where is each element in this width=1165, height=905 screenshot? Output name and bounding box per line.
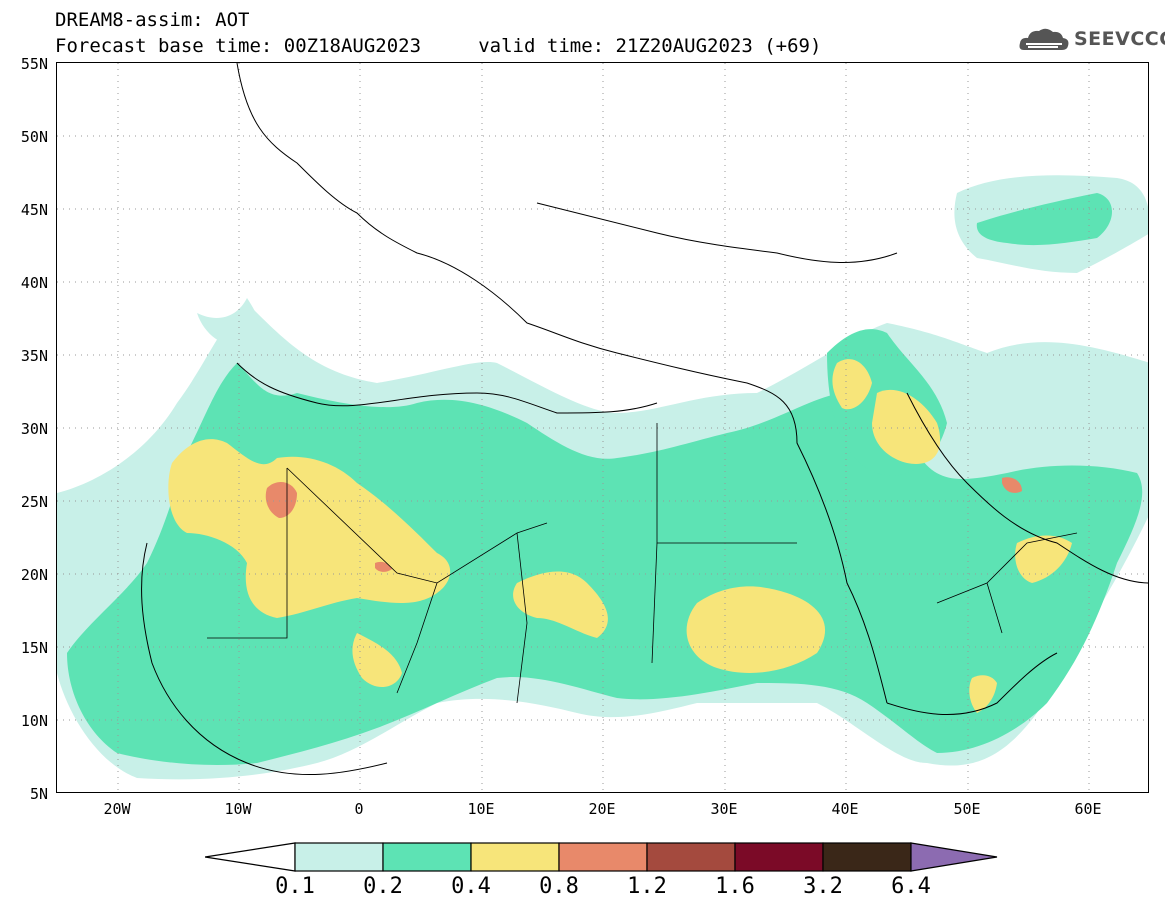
- country-borders: [207, 423, 1078, 704]
- colorbar-label: 0.8: [539, 874, 579, 899]
- colorbar-label: 3.2: [803, 874, 843, 899]
- colorbar-label: 0.1: [275, 874, 315, 899]
- colorbar-over-arrow: [910, 842, 998, 872]
- colorbar-label: 1.6: [715, 874, 755, 899]
- aot-map: [56, 62, 1149, 793]
- colorbar-under-arrow: [205, 842, 296, 872]
- lat-tick: 10N: [20, 712, 48, 730]
- seevccc-logo: SEEVCCC: [1018, 24, 1165, 56]
- cloud-logo-icon: [1019, 28, 1069, 50]
- lon-tick: 60E: [1074, 800, 1102, 818]
- colorbar-swatch: [646, 842, 736, 872]
- colorbar-label: 0.4: [451, 874, 491, 899]
- map-gridlines: [57, 63, 1148, 792]
- colorbar-label: 1.2: [627, 874, 667, 899]
- colorbar-swatch: [734, 842, 824, 872]
- lat-tick: 30N: [20, 420, 48, 438]
- colorbar-swatch: [558, 842, 648, 872]
- forecast-time-line: Forecast base time: 00Z18AUG2023 valid t…: [55, 35, 822, 57]
- lat-tick: 55N: [20, 55, 48, 73]
- lat-tick: 45N: [20, 201, 48, 219]
- lon-tick: 30E: [710, 800, 738, 818]
- lon-tick: 20W: [103, 800, 131, 818]
- coastlines: [141, 63, 1148, 775]
- lat-tick: 50N: [20, 128, 48, 146]
- lon-tick: 20E: [588, 800, 616, 818]
- colorbar-swatch: [382, 842, 472, 872]
- colorbar-swatch: [822, 842, 912, 872]
- colorbar-label: 0.2: [363, 874, 403, 899]
- lat-tick: 15N: [20, 639, 48, 657]
- lon-tick: 50E: [953, 800, 981, 818]
- colorbar-swatch: [470, 842, 560, 872]
- lat-tick: 25N: [20, 493, 48, 511]
- colorbar: [205, 842, 998, 872]
- lon-tick: 40E: [831, 800, 859, 818]
- lat-tick: 20N: [20, 566, 48, 584]
- lon-tick: 0: [354, 800, 364, 818]
- lon-tick: 10W: [224, 800, 252, 818]
- lat-tick: 35N: [20, 347, 48, 365]
- lon-tick: 10E: [467, 800, 495, 818]
- logo-text: SEEVCCC: [1074, 28, 1165, 50]
- colorbar-label: 6.4: [891, 874, 931, 899]
- colorbar-swatch: [294, 842, 384, 872]
- map-canvas: [57, 63, 1148, 792]
- lat-tick: 5N: [29, 785, 48, 803]
- lat-tick: 40N: [20, 274, 48, 292]
- map-title: DREAM8-assim: AOT: [55, 9, 250, 31]
